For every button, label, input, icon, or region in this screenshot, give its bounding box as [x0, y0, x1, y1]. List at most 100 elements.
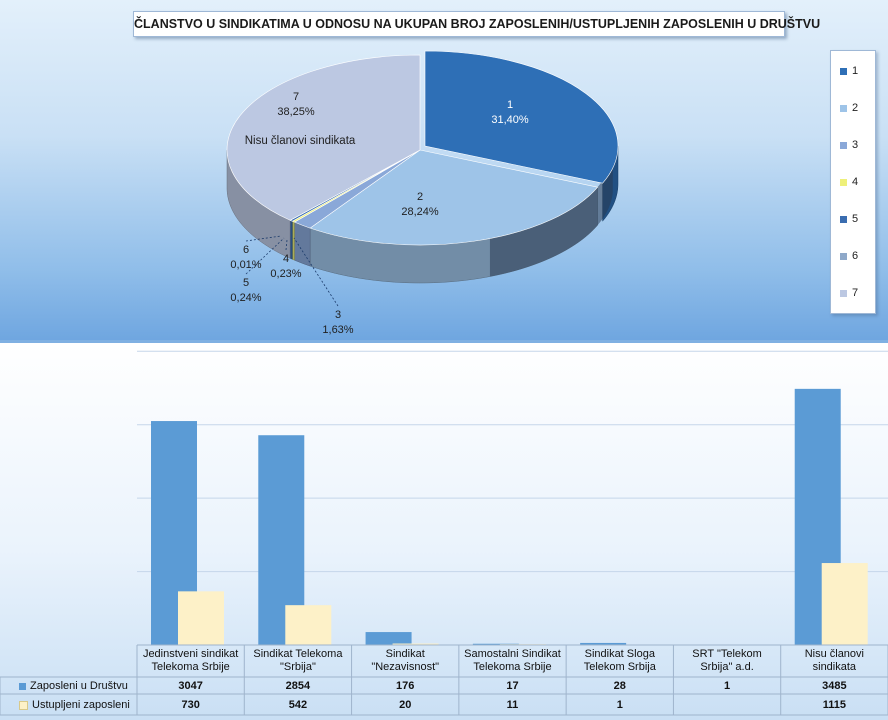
- pie-slice-2: [309, 149, 599, 246]
- panel-divider: [0, 340, 888, 343]
- category-label: Sindikat Telekoma "Srbija": [244, 648, 351, 674]
- table-value-zaposleni: 28: [613, 680, 626, 692]
- pie-slice-1: [424, 50, 619, 184]
- table-value-ustupljeni: 11: [506, 699, 519, 711]
- category-label-line: SRT "Telekom: [692, 648, 762, 660]
- bar-ustupljeni-2: [392, 643, 439, 645]
- category-label-line: Telekoma Srbije: [473, 661, 552, 673]
- legend-item-6: 6: [840, 250, 858, 264]
- category-label-line: Telekoma Srbije: [151, 661, 230, 673]
- pie-slice-side-4: [292, 220, 295, 261]
- legend-swatch: [840, 252, 847, 260]
- table-value-ustupljeni: 542: [288, 699, 308, 711]
- category-label: Samostalni Sindikat Telekoma Srbije: [459, 648, 566, 674]
- table-value-zaposleni: 3047: [178, 680, 203, 692]
- pie-label-name-4: 4: [283, 253, 289, 265]
- legend-label: 4: [852, 176, 859, 188]
- table-value-ustupljeni: 730: [181, 699, 200, 711]
- series-name: Zaposleni u Društvu: [30, 680, 128, 692]
- category-label: Jedinstveni sindikat Telekoma Srbije: [137, 648, 244, 674]
- category-label-line: "Nezavisnost": [371, 661, 440, 673]
- category-label-line: Samostalni Sindikat: [464, 648, 561, 660]
- legend-item-3: 3: [840, 139, 858, 153]
- series-swatch: [19, 700, 28, 710]
- pie-label-value-6: 0,01%: [230, 259, 261, 271]
- bar-zaposleni-2: [365, 632, 412, 645]
- table-value-ustupljeni: 20: [399, 699, 412, 711]
- pie-label-name-7: 7: [293, 91, 299, 103]
- bar-ustupljeni-1: [285, 605, 332, 645]
- legend-swatch: [840, 67, 847, 75]
- bar-chart-panel: Jedinstveni sindikat Telekoma Srbije 3047 7…: [0, 343, 888, 720]
- legend-label: 3: [852, 139, 859, 151]
- pie-leader-line-5: [245, 237, 285, 275]
- legend-label: 6: [852, 250, 859, 262]
- legend-swatch: [840, 215, 847, 223]
- series-label-ustupljeni: Ustupljeni zaposleni: [19, 699, 130, 711]
- series-swatch: [19, 682, 26, 690]
- category-label-line: Nisu članovi: [804, 648, 864, 660]
- legend-swatch: [840, 178, 847, 186]
- table-value-ustupljeni: 1115: [822, 699, 846, 711]
- category-label-line: sindikata: [812, 661, 857, 673]
- pie-label-name-5: 5: [243, 277, 249, 289]
- category-label: Sindikat "Nezavisnost": [352, 648, 459, 674]
- pie-chart: 1 31,40% 2 28,24% 3 1,63% 4 0,23% 5 0,24% 6 0,01% 7 3…: [226, 50, 619, 336]
- bar-ustupljeni-0: [178, 591, 224, 645]
- table-value-zaposleni: 1: [724, 680, 731, 692]
- category-label-line: Telekom Srbija: [583, 661, 656, 673]
- pie-label-value-1: 31,40%: [491, 114, 529, 126]
- series-name: Ustupljeni zaposleni: [32, 699, 130, 711]
- pie-label-value-4: 0,23%: [270, 268, 301, 280]
- pie-label-name-6: 6: [243, 244, 249, 256]
- category-label-line: Srbija" a.d.: [700, 661, 754, 673]
- pie-label-name-3: 3: [335, 309, 341, 321]
- pie-label-name-2: 2: [417, 191, 423, 203]
- bar-chart: [0, 350, 888, 716]
- series-label-zaposleni: Zaposleni u Društvu: [19, 680, 128, 692]
- pie-leader-line-6: [245, 235, 282, 242]
- table-value-zaposleni: 2854: [285, 680, 311, 692]
- pie-slice-7: [226, 54, 421, 221]
- category-label-line: Sindikat Sloga: [584, 648, 655, 660]
- chart-title: ČLANSTVO U SINDIKATIMA U ODNOSU NA UKUPA…: [133, 11, 820, 37]
- category-label: Nisu članovi sindikata: [781, 648, 888, 674]
- category-label-line: Sindikat Telekoma: [253, 648, 343, 660]
- bar-zaposleni-3: [472, 643, 519, 645]
- legend-item-1: 1: [840, 65, 858, 79]
- bar-zaposleni-4: [580, 642, 627, 645]
- legend-label: 2: [852, 102, 859, 114]
- pie-label-value-7: 38,25%: [277, 106, 315, 118]
- legend-label: 1: [852, 65, 859, 77]
- legend-label: 5: [852, 213, 859, 225]
- legend-label: 7: [852, 287, 859, 299]
- pie-label-value-5: 0,24%: [230, 292, 261, 304]
- pie-slice-side-3: [294, 221, 311, 267]
- category-label-line: Jedinstveni sindikat: [142, 648, 239, 660]
- bar-ustupljeni-6: [821, 563, 868, 645]
- pie-depth-shadow: [489, 154, 613, 277]
- table-value-zaposleni: 3485: [822, 680, 847, 692]
- category-label-line: "Srbija": [279, 661, 316, 673]
- category-label: SRT "Telekom Srbija" a.d.: [673, 648, 780, 674]
- category-label: Sindikat Sloga Telekom Srbija: [566, 648, 673, 674]
- legend-item-5: 5: [840, 213, 858, 227]
- table-value-zaposleni: 17: [506, 680, 519, 692]
- category-label-line: Sindikat: [385, 648, 425, 660]
- table-value-zaposleni: 176: [396, 680, 415, 692]
- pie-label-value-2: 28,24%: [401, 206, 439, 218]
- legend-item-7: 7: [840, 287, 858, 301]
- legend-swatch: [840, 289, 847, 297]
- pie-legend: 1 2 3 4 5 6 7: [830, 50, 876, 314]
- pie-label-value-3: 1,63%: [322, 324, 353, 336]
- pie-annotation: Nisu članovi sindikata: [245, 135, 356, 147]
- legend-swatch: [840, 141, 847, 149]
- legend-item-4: 4: [840, 176, 858, 190]
- pie-slice-side-5: [289, 219, 293, 260]
- pie-leader-line-4: [285, 239, 288, 251]
- legend-item-2: 2: [840, 102, 858, 116]
- pie-label-name-1: 1: [507, 99, 513, 111]
- pie-leader-line-3: [293, 237, 339, 307]
- table-value-ustupljeni: 1: [616, 699, 623, 711]
- legend-swatch: [840, 104, 847, 112]
